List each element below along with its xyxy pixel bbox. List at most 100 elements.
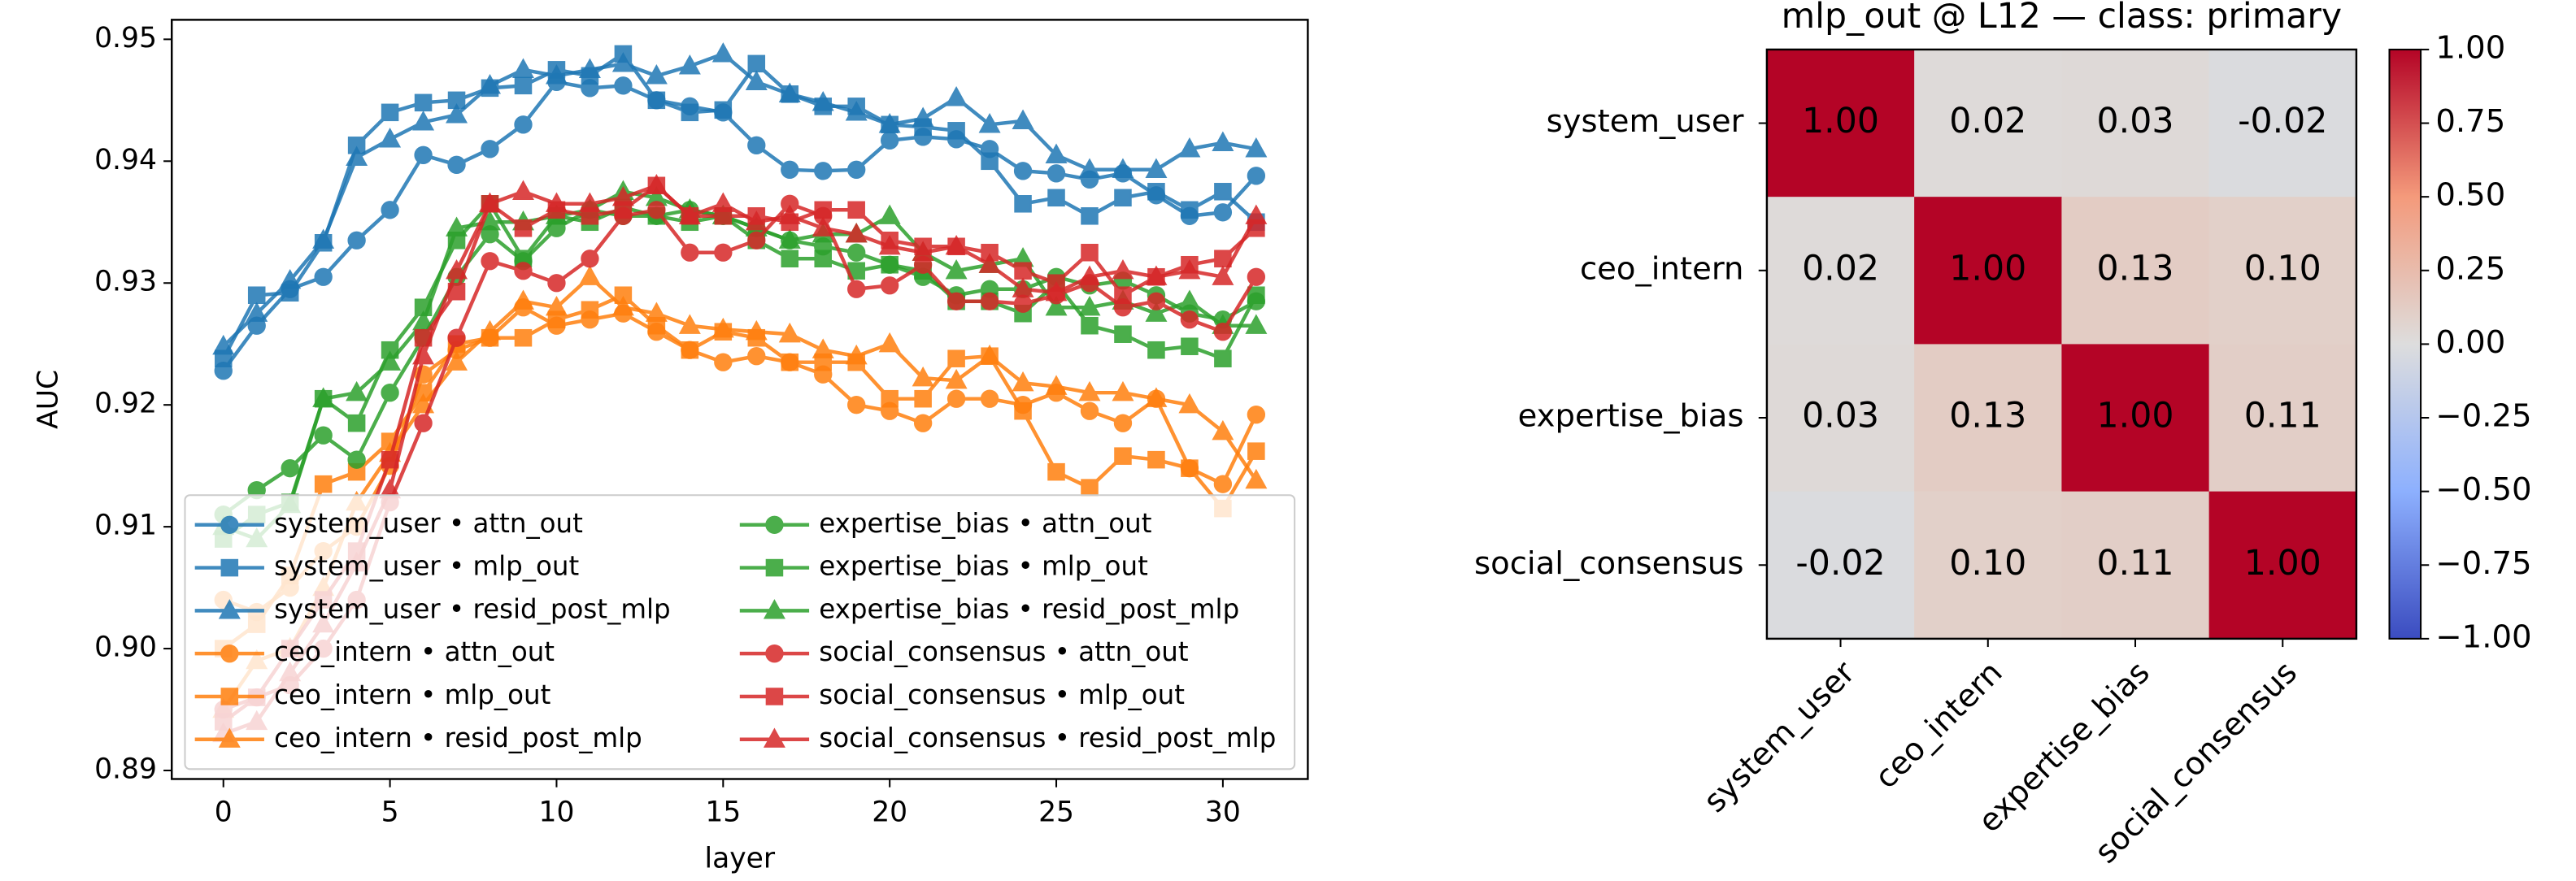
- marker: [1181, 337, 1199, 355]
- marker: [347, 414, 366, 432]
- marker: [479, 192, 502, 212]
- legend-label: social_consensus • mlp_out: [819, 679, 1185, 710]
- marker: [781, 353, 799, 371]
- legend-label: expertise_bias • mlp_out: [819, 551, 1148, 582]
- marker: [781, 160, 799, 179]
- marker: [1180, 310, 1199, 329]
- colorbar-tick-label: 0.00: [2435, 324, 2505, 361]
- heatmap-frame: [1765, 48, 2358, 640]
- marker: [511, 58, 534, 78]
- marker: [212, 334, 235, 355]
- marker: [765, 558, 784, 577]
- cell-label: 0.02: [1949, 101, 2026, 141]
- marker: [481, 140, 499, 158]
- marker: [781, 250, 799, 268]
- heatmap-cell: [1766, 491, 1915, 640]
- marker: [778, 228, 801, 249]
- marker: [747, 347, 766, 366]
- x-tick-label: 0: [215, 796, 233, 829]
- legend-entry: [194, 558, 264, 577]
- marker: [763, 599, 785, 619]
- marker: [1012, 277, 1034, 297]
- legend-label: ceo_intern • resid_post_mlp: [274, 723, 642, 753]
- marker: [514, 115, 533, 134]
- marker: [912, 366, 934, 387]
- marker: [1045, 375, 1068, 395]
- marker: [578, 265, 601, 285]
- marker: [1078, 265, 1101, 285]
- marker: [446, 103, 468, 124]
- cell-label: 1.00: [2244, 543, 2321, 584]
- y-tick-label: 0.92: [94, 388, 157, 420]
- marker: [765, 515, 784, 534]
- cell-label: -0.02: [2238, 101, 2327, 141]
- marker: [647, 201, 666, 219]
- cell-label: 0.03: [1802, 396, 1879, 436]
- x-tick-label: 30: [1205, 796, 1241, 829]
- marker: [1213, 203, 1233, 222]
- marker: [1145, 265, 1168, 285]
- marker: [1181, 201, 1199, 219]
- marker: [220, 558, 239, 577]
- colorbar-tick-label: −0.75: [2435, 545, 2531, 582]
- marker: [1147, 183, 1165, 201]
- marker: [514, 328, 533, 347]
- marker: [412, 344, 435, 365]
- marker: [220, 688, 239, 705]
- marker: [812, 91, 834, 111]
- marker: [978, 344, 1001, 365]
- marker: [279, 268, 302, 289]
- legend-frame: [184, 494, 1296, 770]
- marker: [1213, 323, 1233, 341]
- marker: [1013, 162, 1033, 180]
- marker: [1014, 195, 1032, 213]
- cell-label: 1.00: [1949, 248, 2026, 289]
- marker: [711, 192, 734, 212]
- marker: [347, 450, 366, 469]
- marker: [778, 204, 801, 224]
- legend-entry: [194, 515, 264, 534]
- heatmap-cell: [2208, 49, 2357, 197]
- marker: [545, 64, 568, 85]
- heatmap-cell: [1914, 49, 2063, 197]
- marker: [447, 155, 466, 174]
- x-tick-label: 15: [705, 796, 741, 829]
- line-chart: 0 5 10 15 20 25 30 0.89 0.90 0.91 0.92 0.93 0.94 0.95…: [32, 19, 1309, 875]
- marker: [814, 201, 832, 219]
- marker: [747, 136, 766, 154]
- marker: [611, 52, 634, 72]
- marker: [381, 384, 399, 402]
- marker: [1045, 280, 1068, 302]
- marker: [714, 243, 733, 262]
- marker: [847, 160, 866, 179]
- marker: [347, 231, 366, 250]
- marker: [1081, 316, 1099, 335]
- marker: [1245, 468, 1268, 489]
- marker: [1181, 459, 1199, 477]
- cell-label: 0.03: [2097, 101, 2174, 141]
- marker: [578, 58, 601, 78]
- marker: [1147, 450, 1165, 469]
- column-label: ceo_intern: [1868, 654, 2009, 796]
- marker: [1178, 137, 1201, 158]
- marker: [314, 426, 333, 445]
- heatmap-cell: [2061, 197, 2210, 345]
- marker: [218, 599, 241, 619]
- row-label: social_consensus: [1474, 545, 1743, 582]
- marker: [711, 317, 734, 338]
- marker: [545, 295, 568, 316]
- legend-entry: [194, 727, 264, 748]
- colorbar-tick-label: −0.25: [2435, 398, 2531, 435]
- heatmap-cell: [2208, 344, 2357, 493]
- marker: [947, 349, 965, 367]
- marker: [481, 252, 499, 271]
- marker: [945, 234, 968, 255]
- marker: [1247, 442, 1265, 460]
- cell-label: 0.11: [2244, 396, 2321, 436]
- marker: [1112, 258, 1134, 280]
- colorbar: [2388, 48, 2422, 640]
- legend-label: system_user • resid_post_mlp: [274, 593, 670, 624]
- legend-entry: [739, 558, 810, 577]
- marker: [1245, 137, 1268, 158]
